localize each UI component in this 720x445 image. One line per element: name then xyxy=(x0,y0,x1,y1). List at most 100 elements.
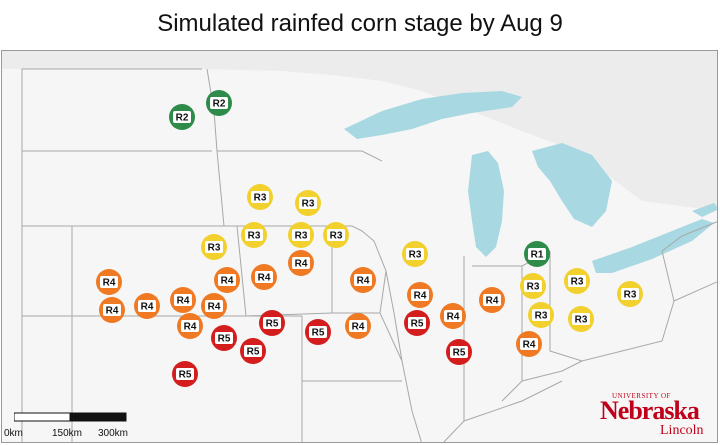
site-marker-r3: R3 xyxy=(241,222,267,248)
site-marker-label-bg xyxy=(621,288,639,300)
site-marker-label-bg xyxy=(483,294,501,306)
site-marker-label: R4 xyxy=(414,291,427,302)
lake-erie xyxy=(592,219,714,273)
site-marker-r3: R3 xyxy=(528,302,554,328)
site-marker-r4: R4 xyxy=(345,313,371,339)
site-marker-label-bg xyxy=(138,300,156,312)
site-marker-r5: R5 xyxy=(211,325,237,351)
lake-huron xyxy=(532,143,612,227)
site-marker-label-bg xyxy=(528,248,546,260)
site-marker-r4: R4 xyxy=(201,293,227,319)
site-marker-r4: R4 xyxy=(407,282,433,308)
site-marker-label-bg xyxy=(327,229,345,241)
site-marker-label-bg xyxy=(245,229,263,241)
map-area: R2 R2 R3 R3 R3 R3 R3 R3 R3 R1 R3 R3 R3 R3 R3 R4 R4 R4 R4 R4… xyxy=(1,50,718,443)
site-marker-label: R3 xyxy=(527,282,540,293)
site-marker-label: R4 xyxy=(447,312,460,323)
site-marker-label-bg xyxy=(215,332,233,344)
site-marker-r3: R3 xyxy=(295,190,321,216)
site-marker-label: R3 xyxy=(208,243,221,254)
site-marker-r5: R5 xyxy=(240,338,266,364)
site-marker-r3: R3 xyxy=(402,241,428,267)
site-marker-label-bg xyxy=(411,289,429,301)
site-marker-label-bg xyxy=(218,274,236,286)
site-marker-label: R4 xyxy=(106,306,119,317)
site-marker-r4: R4 xyxy=(177,313,203,339)
site-marker-label: R4 xyxy=(295,259,308,270)
site-marker-label: R5 xyxy=(411,319,424,330)
site-marker-label: R3 xyxy=(330,231,343,242)
site-marker-r4: R4 xyxy=(134,293,160,319)
site-marker-label: R4 xyxy=(208,302,221,313)
site-marker-label: R5 xyxy=(218,334,231,345)
site-marker-r5: R5 xyxy=(446,339,472,365)
site-marker-label: R4 xyxy=(486,296,499,307)
site-marker-label: R4 xyxy=(352,322,365,333)
site-marker-r3: R3 xyxy=(247,184,273,210)
site-marker-r4: R4 xyxy=(214,267,240,293)
site-marker-r3: R3 xyxy=(323,222,349,248)
site-marker-label: R1 xyxy=(531,250,544,261)
site-marker-label: R3 xyxy=(254,193,267,204)
site-marker-label: R5 xyxy=(179,370,192,381)
site-marker-label-bg xyxy=(520,338,538,350)
lake-superior xyxy=(344,91,522,139)
site-marker-label: R5 xyxy=(453,348,466,359)
logo-university: UNIVERSITY OF xyxy=(612,392,671,400)
site-marker-r4: R4 xyxy=(251,264,277,290)
site-marker-label: R4 xyxy=(184,322,197,333)
site-marker-label-bg xyxy=(173,111,191,123)
map-title: Simulated rainfed corn stage by Aug 9 xyxy=(157,10,563,37)
site-markers: R2 R2 R3 R3 R3 R3 R3 R3 R3 R1 R3 R3 R3 R3 R3 R4 R4 R4 R4 R4… xyxy=(96,90,643,387)
site-marker-label-bg xyxy=(292,257,310,269)
site-marker-r4: R4 xyxy=(96,269,122,295)
site-marker-r4: R4 xyxy=(288,250,314,276)
site-marker-r3: R3 xyxy=(201,234,227,260)
site-marker-r4: R4 xyxy=(99,297,125,323)
site-marker-label-bg xyxy=(263,317,281,329)
site-marker-label: R3 xyxy=(535,311,548,322)
site-marker-label-bg xyxy=(349,320,367,332)
site-marker-label-bg xyxy=(444,310,462,322)
site-marker-label-bg xyxy=(450,346,468,358)
site-marker-r3: R3 xyxy=(617,281,643,307)
site-marker-r5: R5 xyxy=(305,319,331,345)
logo-campus: Lincoln xyxy=(660,423,704,438)
site-marker-label: R3 xyxy=(409,250,422,261)
logo-name: Nebraska xyxy=(600,396,700,425)
site-marker-label-bg xyxy=(406,248,424,260)
site-marker-r3: R3 xyxy=(288,222,314,248)
site-marker-label: R4 xyxy=(103,278,116,289)
site-marker-label: R4 xyxy=(357,276,370,287)
site-marker-r3: R3 xyxy=(564,268,590,294)
site-marker-label: R2 xyxy=(213,99,226,110)
state-boundaries xyxy=(21,68,717,442)
lake-michigan xyxy=(468,151,504,257)
site-marker-r4: R4 xyxy=(479,287,505,313)
site-marker-r3: R3 xyxy=(520,273,546,299)
scale-bar-graphic xyxy=(14,412,127,422)
site-marker-label-bg xyxy=(103,304,121,316)
site-marker-label: R2 xyxy=(176,113,189,124)
site-marker-label: R4 xyxy=(141,302,154,313)
site-marker-label: R3 xyxy=(571,277,584,288)
site-marker-r5: R5 xyxy=(259,310,285,336)
site-marker-r2: R2 xyxy=(169,104,195,130)
site-marker-r4: R4 xyxy=(440,303,466,329)
site-marker-label-bg xyxy=(181,320,199,332)
site-marker-label: R4 xyxy=(221,276,234,287)
site-marker-label-bg xyxy=(299,197,317,209)
site-marker-label: R3 xyxy=(302,199,315,210)
site-marker-label: R5 xyxy=(266,319,279,330)
site-marker-label: R3 xyxy=(248,231,261,242)
us-outline xyxy=(21,68,202,442)
site-marker-r5: R5 xyxy=(404,310,430,336)
canada-region xyxy=(2,51,717,211)
site-marker-label-bg xyxy=(100,276,118,288)
site-marker-label: R4 xyxy=(177,296,190,307)
site-marker-label: R5 xyxy=(247,347,260,358)
site-marker-r3: R3 xyxy=(568,306,594,332)
site-marker-label: R4 xyxy=(258,273,271,284)
scale-label-300: 300km xyxy=(98,428,129,439)
site-marker-label-bg xyxy=(309,326,327,338)
